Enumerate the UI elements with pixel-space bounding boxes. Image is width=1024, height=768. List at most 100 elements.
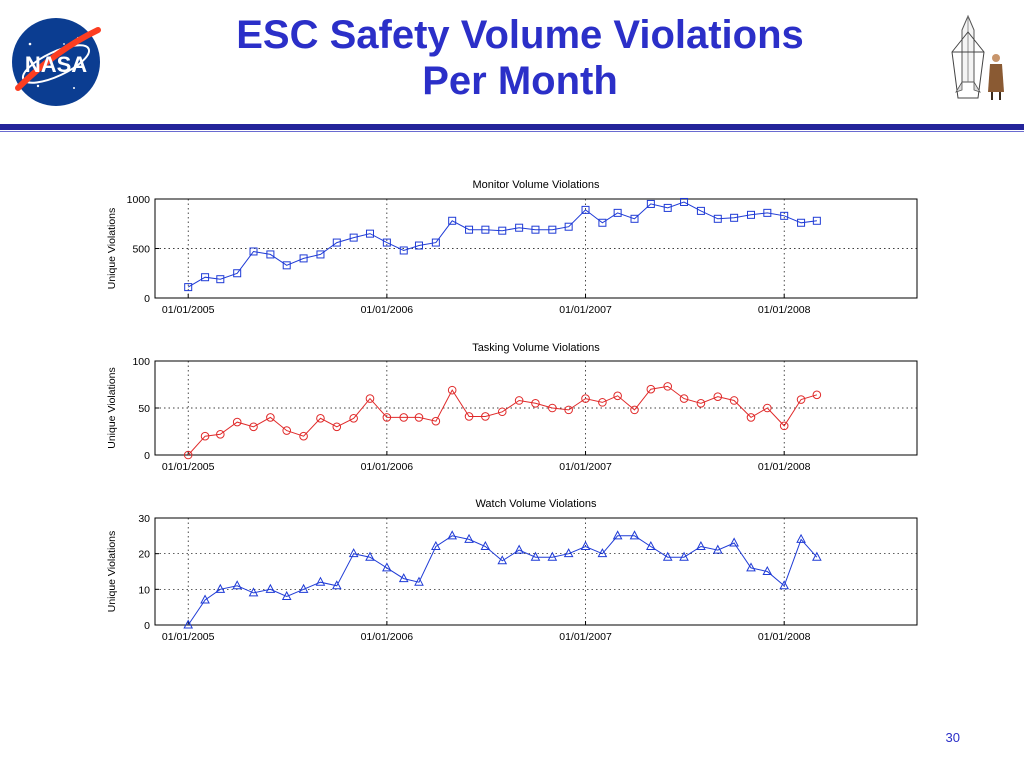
data-point — [200, 594, 210, 604]
data-point — [762, 565, 773, 575]
data-point — [712, 544, 723, 554]
data-point — [316, 414, 325, 423]
data-point — [696, 206, 705, 215]
data-point — [215, 583, 226, 593]
data-point — [331, 580, 342, 590]
nasa-logo-text: NASA — [25, 52, 87, 77]
data-point — [730, 213, 739, 222]
data-point — [282, 426, 292, 435]
title-divider — [0, 124, 1024, 130]
slide-title-line2: Per Month — [422, 59, 618, 103]
data-point — [399, 246, 408, 255]
data-point — [613, 391, 622, 401]
y-tick-label: 0 — [144, 293, 150, 305]
data-point — [598, 398, 607, 407]
y-tick-label: 500 — [132, 244, 150, 256]
title-divider-thin — [0, 131, 1024, 132]
data-point — [265, 583, 276, 593]
data-point — [581, 394, 590, 403]
rocket-illustration — [951, 14, 1004, 100]
data-point — [183, 450, 193, 460]
data-point — [399, 413, 409, 422]
data-point — [630, 405, 639, 415]
data-point — [580, 540, 591, 551]
x-tick-label: 01/01/2005 — [162, 631, 215, 643]
data-point — [498, 226, 507, 235]
data-point — [729, 537, 739, 547]
data-point — [447, 385, 457, 395]
y-tick-label: 10 — [138, 584, 150, 596]
data-point — [797, 218, 806, 227]
data-point — [779, 421, 789, 431]
data-point — [414, 241, 423, 250]
data-point — [679, 394, 689, 403]
chart-title: Watch Volume Violations — [475, 498, 597, 510]
data-point — [646, 384, 656, 394]
y-tick-label: 20 — [138, 549, 150, 561]
data-point — [746, 413, 756, 422]
series-line — [187, 201, 817, 288]
y-tick-label: 1000 — [127, 194, 151, 206]
data-point — [349, 233, 358, 242]
data-point — [514, 544, 524, 554]
data-point — [248, 587, 259, 597]
y-axis-label: Unique Violations — [106, 208, 118, 290]
data-point — [515, 223, 524, 232]
data-point — [233, 269, 242, 278]
slide-title-line1: ESC Safety Volume Violations — [236, 13, 804, 57]
data-point — [249, 247, 258, 256]
x-tick-label: 01/01/2007 — [559, 461, 612, 473]
data-point — [447, 530, 458, 540]
plot-frame — [154, 360, 918, 456]
plot-frame — [154, 198, 918, 299]
data-point — [696, 399, 706, 408]
slide-title: ESC Safety Volume Violations Per Month — [140, 12, 900, 104]
x-tick-label: 01/01/2008 — [758, 631, 811, 643]
data-point — [481, 412, 490, 421]
data-point — [465, 225, 474, 234]
x-tick-label: 01/01/2007 — [559, 631, 612, 643]
x-tick-label: 01/01/2006 — [361, 631, 414, 643]
data-point — [266, 413, 275, 422]
y-tick-label: 100 — [132, 356, 150, 368]
data-point — [763, 403, 772, 413]
data-point — [382, 562, 392, 572]
data-point — [746, 562, 756, 572]
data-point — [679, 551, 689, 561]
data-point — [315, 576, 326, 586]
data-point — [630, 214, 639, 223]
data-point — [531, 225, 540, 234]
data-point — [249, 422, 258, 432]
x-tick-label: 01/01/2008 — [758, 461, 811, 473]
data-point — [200, 431, 210, 441]
data-point — [431, 540, 441, 551]
data-point — [348, 548, 359, 558]
data-point — [464, 533, 474, 543]
data-point — [713, 392, 723, 402]
data-point — [564, 405, 573, 415]
series-line — [187, 385, 818, 456]
data-point — [266, 250, 275, 259]
data-point — [581, 205, 590, 214]
data-point — [531, 399, 540, 408]
data-point — [414, 576, 424, 586]
data-point — [746, 210, 755, 219]
nasa-logo: NASA — [12, 18, 101, 106]
series-line — [187, 535, 818, 626]
data-point — [613, 208, 622, 217]
data-point — [780, 211, 789, 220]
data-point — [365, 229, 374, 238]
data-point — [398, 573, 409, 583]
data-point — [763, 208, 772, 217]
y-tick-label: 0 — [144, 450, 150, 462]
data-point — [646, 540, 656, 551]
y-tick-label: 50 — [138, 403, 150, 415]
data-point — [349, 414, 358, 423]
data-point — [713, 214, 722, 223]
data-point — [332, 422, 342, 432]
data-point — [431, 238, 440, 247]
data-point — [232, 417, 242, 427]
data-point — [382, 413, 392, 422]
data-point — [299, 254, 308, 263]
